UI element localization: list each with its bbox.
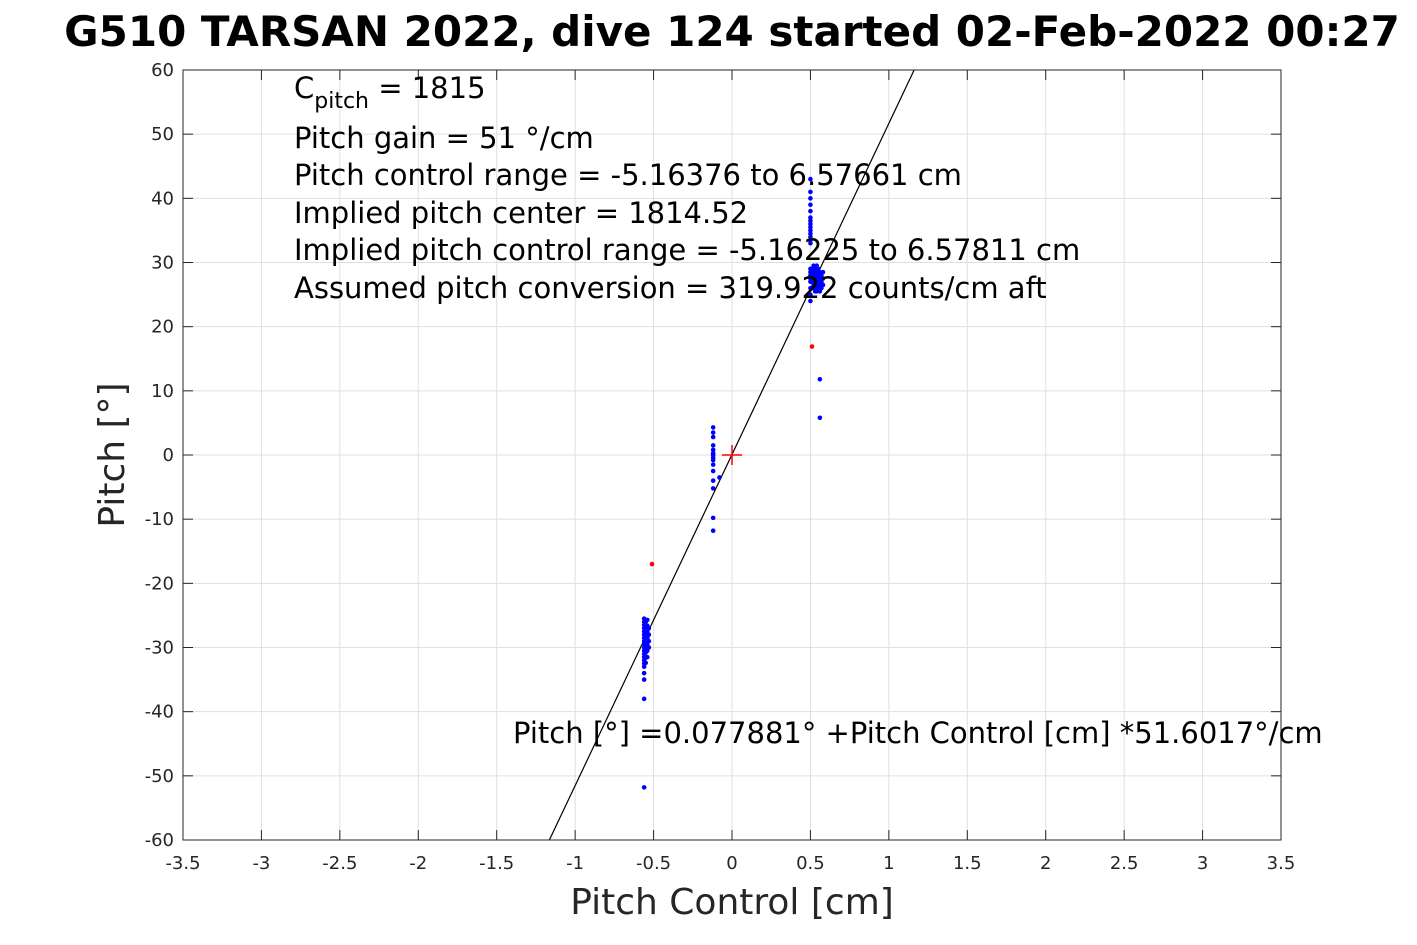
data-point xyxy=(644,654,650,660)
y-tick-label: 10 xyxy=(151,381,174,402)
data-point xyxy=(808,292,813,297)
data-point xyxy=(817,376,823,382)
fit-equation-annotation: Pitch [°] =0.077881° +Pitch Control [cm]… xyxy=(513,716,1323,750)
data-points xyxy=(641,176,826,790)
center-marker xyxy=(722,445,742,465)
x-tick-label: 0 xyxy=(726,853,737,874)
x-tick-label: -1 xyxy=(566,853,584,874)
implied-pitch-center-annotation: Implied pitch center = 1814.52 xyxy=(294,196,748,230)
pitch-gain-annotation: Pitch gain = 51 °/cm xyxy=(294,121,594,155)
x-tick-label: 1 xyxy=(883,853,894,874)
data-point xyxy=(643,660,649,666)
data-point xyxy=(808,202,813,208)
data-point xyxy=(710,478,716,483)
implied-pitch-range-annotation: Implied pitch control range = -5.16225 t… xyxy=(294,233,1080,267)
data-point xyxy=(646,645,652,650)
data-point xyxy=(809,344,815,349)
data-point xyxy=(808,228,813,233)
pitch-control-range-annotation: Pitch control range = -5.16376 to 6.5766… xyxy=(294,158,962,192)
x-tick-label: -3.5 xyxy=(165,853,200,874)
y-tick-label: 0 xyxy=(163,445,174,466)
x-tick-label: 0.5 xyxy=(796,853,825,874)
data-point xyxy=(649,561,655,567)
y-tick-label: 60 xyxy=(151,60,174,81)
y-tick-label: -10 xyxy=(145,509,174,530)
x-tick-label: 3.5 xyxy=(1267,853,1296,874)
x-tick-labels: -3.5 -3 -2.5 -2 -1.5 -1 -0.5 0 0.5 1 1.5 2 2.5 3 3.5 xyxy=(165,853,1295,874)
data-point xyxy=(710,528,716,534)
data-point xyxy=(817,415,823,421)
y-tick-label: -60 xyxy=(145,830,174,851)
data-point xyxy=(710,425,716,430)
data-point xyxy=(808,221,813,227)
y-tick-label: 30 xyxy=(151,253,174,274)
data-point xyxy=(808,208,813,214)
y-tick-label: 40 xyxy=(151,188,174,209)
data-point xyxy=(820,282,826,288)
data-point xyxy=(710,468,716,474)
y-tick-label: -40 xyxy=(145,702,174,723)
data-point xyxy=(717,475,722,480)
data-point xyxy=(808,176,813,182)
plot-clip xyxy=(548,70,915,840)
data-point xyxy=(808,298,813,304)
data-point xyxy=(710,434,716,440)
data-point xyxy=(646,638,652,644)
x-tick-label: -2 xyxy=(409,853,427,874)
data-point xyxy=(710,515,716,521)
data-point xyxy=(808,215,813,220)
data-point xyxy=(641,785,647,790)
x-tick-label: 1.5 xyxy=(953,853,982,874)
cpitch-base: C xyxy=(294,71,314,105)
x-tick-label: -3 xyxy=(252,853,270,874)
data-point xyxy=(710,430,716,435)
data-point xyxy=(808,240,813,246)
data-point xyxy=(644,617,650,623)
cpitch-value: = 1815 xyxy=(369,71,486,105)
x-tick-label: -0.5 xyxy=(636,853,671,874)
annotation-block: Cpitch = 1815 Pitch gain = 51 °/cm Pitch… xyxy=(294,71,1080,305)
y-tick-label: -20 xyxy=(145,573,174,594)
cpitch-annotation: Cpitch = 1815 xyxy=(294,71,486,114)
data-point xyxy=(808,224,813,230)
data-point xyxy=(710,457,716,463)
data-point xyxy=(808,189,813,195)
y-tick-label: 20 xyxy=(151,317,174,338)
pitch-conversion-annotation: Assumed pitch conversion = 319.922 count… xyxy=(294,271,1047,305)
data-point xyxy=(641,677,647,682)
data-point xyxy=(710,443,716,448)
data-point xyxy=(820,276,826,281)
cpitch-subscript: pitch xyxy=(314,89,369,114)
x-tick-label: -2.5 xyxy=(322,853,357,874)
data-point xyxy=(641,664,647,670)
data-point xyxy=(710,462,716,467)
data-point xyxy=(808,218,813,224)
data-point xyxy=(820,269,826,275)
x-tick-label: 2 xyxy=(1040,853,1051,874)
y-tick-labels: 60 50 40 30 20 10 0 -10 -20 -30 -40 -50 -60 xyxy=(145,60,174,851)
data-point xyxy=(641,670,647,676)
data-point xyxy=(808,196,813,201)
data-point xyxy=(710,486,716,491)
y-tick-label: 50 xyxy=(151,124,174,145)
data-point xyxy=(646,632,652,637)
chart-title: G510 TARSAN 2022, dive 124 started 02-Fe… xyxy=(64,7,1400,56)
axes-box xyxy=(182,69,1282,841)
x-tick-label: 2.5 xyxy=(1110,853,1139,874)
data-point xyxy=(808,234,813,240)
x-axis-label: Pitch Control [cm] xyxy=(570,882,894,923)
y-tick-label: -30 xyxy=(145,638,174,659)
y-axis-label: Pitch [°] xyxy=(92,382,133,527)
y-tick-label: -50 xyxy=(145,766,174,787)
data-point xyxy=(710,447,716,453)
data-point xyxy=(808,231,813,236)
x-tick-label: 3 xyxy=(1197,853,1208,874)
x-tick-label: -1.5 xyxy=(479,853,514,874)
data-point xyxy=(641,696,647,702)
data-point xyxy=(646,625,652,631)
data-point xyxy=(808,237,813,243)
